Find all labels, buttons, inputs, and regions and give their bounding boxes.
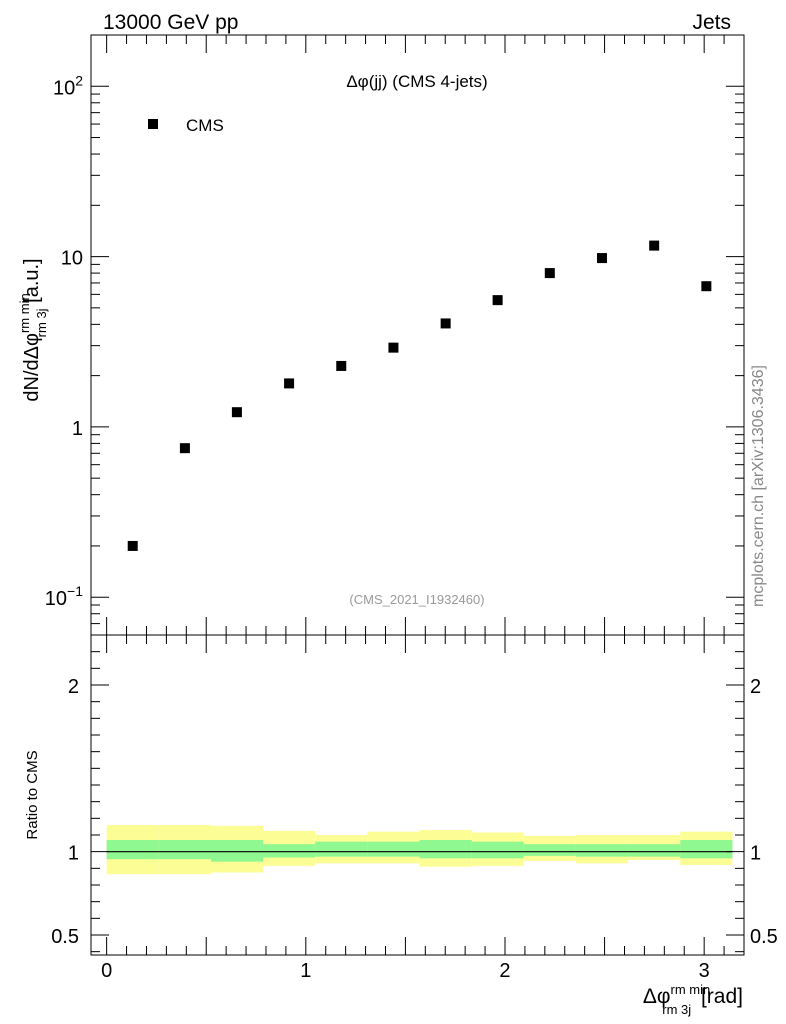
data-points [127, 240, 712, 551]
uncertainty-bands [106, 825, 733, 875]
y-axis-label-sub: rm 3j [34, 308, 49, 337]
ratio-y-axis-label: Ratio to CMS [24, 750, 41, 839]
data-point [231, 407, 242, 418]
ratio-y-tick-label: 2 [68, 676, 79, 698]
data-point [388, 342, 399, 353]
x-tick-label: 1 [300, 960, 311, 982]
green-band-bin [680, 840, 733, 859]
green-band-bin [523, 844, 576, 856]
green-band-bin [158, 840, 212, 860]
green-band-bin [471, 841, 524, 859]
y-tick-label: 10 [61, 248, 83, 270]
green-band-bin [628, 844, 681, 857]
side-watermark-label: mcplots.cern.ch [arXiv:1306.3436] [750, 365, 767, 607]
y-tick-label: 1 [72, 418, 83, 440]
green-band-bin [211, 840, 263, 862]
x-axis-label-sub: rm 3j [662, 1002, 691, 1017]
ratio-y-tick-label-right: 0.5 [750, 926, 778, 948]
x-axis-label: Δφrm min rm 3j [rad] [643, 982, 743, 1017]
x-axis-label-unit: [rad] [695, 985, 743, 1008]
y-axis-label-sup: rm min [17, 293, 32, 333]
analysis-id: (CMS_2021_I1932460) [349, 592, 484, 607]
x-axis-label-main: Δφ [643, 985, 671, 1008]
green-band-bin [575, 844, 629, 857]
data-point [440, 318, 451, 329]
ratio-y-tick-label: 1 [68, 843, 79, 865]
data-point [701, 281, 712, 292]
legend-label: CMS [186, 116, 224, 135]
data-point [492, 295, 503, 306]
y-axis-label-unit: [a.u.] [21, 258, 43, 308]
data-point [179, 443, 190, 454]
data-point [336, 360, 347, 371]
green-band-bin [419, 840, 472, 859]
y-axis-label: dN/dΔφrm min rm 3j [a.u.] [17, 258, 49, 401]
ratio-y-tick-label: 0.5 [51, 926, 79, 948]
x-tick-label: 0 [101, 960, 112, 982]
y-tick-label: 102 [53, 72, 83, 99]
data-point [544, 268, 555, 279]
green-band-bin [262, 844, 316, 858]
ratio-y-tick-label-right: 1 [750, 843, 761, 865]
data-point [127, 540, 138, 551]
green-band-bin [106, 840, 159, 860]
ratio-plot-frame [90, 634, 745, 956]
y-tick-label: 10−1 [45, 583, 83, 610]
y-axis-label-main: dN/dΔφ [21, 333, 43, 402]
green-band-bin [367, 841, 420, 857]
data-point [596, 253, 607, 264]
tick-labels: 10−1 1 10 102 0.5 0.5 1 1 2 2 0 1 2 3 [45, 72, 778, 982]
legend-marker [148, 119, 158, 129]
x-axis-label-sup: rm min [671, 982, 711, 997]
data-point [284, 378, 295, 389]
header-left: 13000 GeV pp [103, 11, 238, 34]
x-tick-label: 3 [699, 960, 710, 982]
ratio-y-tick-label-right: 2 [750, 676, 761, 698]
green-band-bin [315, 841, 368, 857]
axis-ticks [91, 34, 745, 955]
x-tick-label: 2 [499, 960, 510, 982]
header-right: Jets [692, 11, 731, 34]
plot-title: Δφ(jj) (CMS 4-jets) [346, 72, 487, 91]
data-point [649, 240, 660, 251]
